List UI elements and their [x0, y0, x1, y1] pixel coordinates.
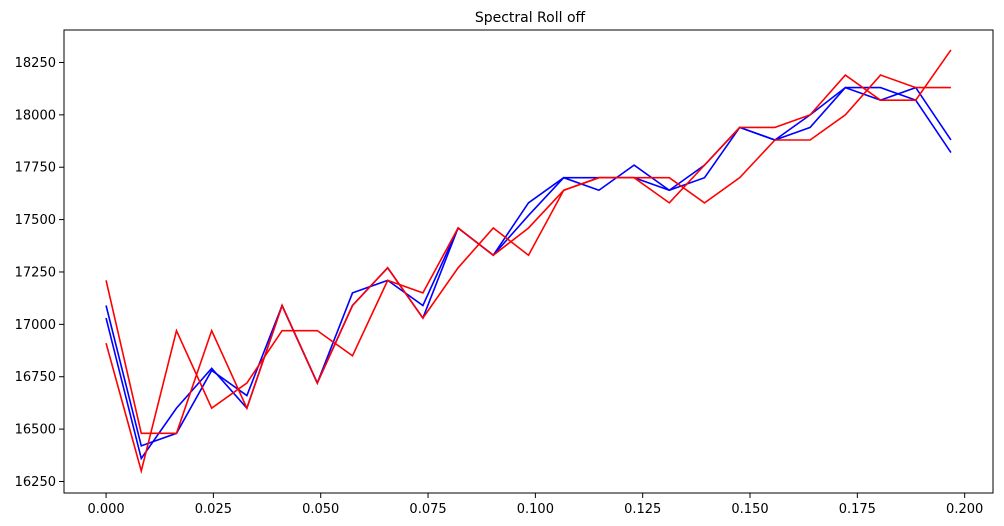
y-tick-label: 18250	[15, 56, 56, 71]
y-tick-label: 17500	[15, 213, 56, 228]
series-line-3	[105, 49, 952, 475]
x-tick-label: 0.200	[946, 502, 983, 517]
series-line-2	[105, 86, 952, 461]
series-line-1	[105, 86, 952, 447]
y-tick-label: 17250	[15, 265, 56, 280]
y-axis: 16250 16500 16750 17000 17250 17500 17750 18000…	[15, 56, 64, 490]
x-tick-label: 0.100	[517, 502, 554, 517]
axes-layer	[63, 29, 994, 494]
x-tick-label: 0.000	[87, 502, 124, 517]
x-tick-label: 0.025	[195, 502, 232, 517]
series-line-4	[105, 74, 951, 435]
y-tick-label: 17750	[15, 161, 56, 176]
x-tick-label: 0.125	[624, 502, 661, 517]
x-tick-label: 0.175	[839, 502, 876, 517]
y-tick-label: 17000	[15, 318, 56, 333]
chart-title: Spectral Roll off	[475, 10, 586, 26]
y-tick-label: 16500	[15, 423, 56, 438]
x-tick-label: 0.050	[302, 502, 339, 517]
y-tick-label: 16750	[15, 370, 56, 385]
plot-frame	[63, 29, 994, 494]
x-tick-label: 0.150	[731, 502, 768, 517]
series-layer	[105, 49, 952, 475]
x-axis: 0.000 0.025 0.050 0.075 0.100 0.125 0.150 0.175…	[87, 493, 983, 517]
y-tick-label: 16250	[15, 475, 56, 490]
y-tick-label: 18000	[15, 108, 56, 123]
x-tick-label: 0.075	[409, 502, 446, 517]
